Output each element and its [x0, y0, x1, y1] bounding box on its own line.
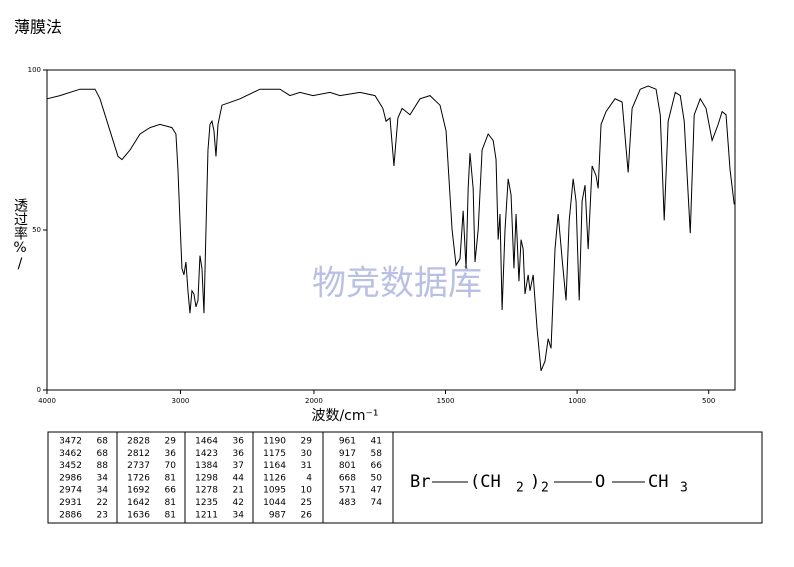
peak-transmittance: 23 [97, 510, 108, 520]
peak-wavenumber: 571 [339, 486, 356, 496]
peak-wavenumber: 1692 [127, 486, 150, 496]
x-tick-label: 1500 [437, 397, 455, 405]
peak-transmittance: 30 [301, 449, 313, 459]
x-tick-label: 500 [702, 397, 715, 405]
formula-part: CH [648, 472, 668, 492]
peak-wavenumber: 668 [339, 473, 356, 483]
peak-wavenumber: 1126 [263, 473, 286, 483]
peak-transmittance: 4 [306, 473, 312, 483]
y-axis-label: 透过率%/ [12, 198, 28, 272]
peak-wavenumber: 1298 [195, 473, 218, 483]
peak-transmittance: 34 [97, 473, 109, 483]
peak-wavenumber: 1278 [195, 486, 218, 496]
y-tick-label: 100 [28, 66, 41, 74]
y-tick-label: 50 [32, 226, 41, 234]
peak-transmittance: 34 [97, 486, 109, 496]
x-tick-label: 3000 [172, 397, 190, 405]
x-axis-label: 波数/cm⁻¹ [311, 408, 378, 424]
peak-transmittance: 10 [301, 486, 313, 496]
peak-transmittance: 74 [371, 498, 383, 508]
peak-transmittance: 36 [233, 437, 245, 447]
y-tick-label: 0 [37, 386, 41, 394]
peak-wavenumber: 483 [339, 498, 356, 508]
peak-wavenumber: 2974 [59, 486, 82, 496]
peak-transmittance: 21 [233, 486, 244, 496]
formula-part: Br [410, 472, 430, 492]
peak-transmittance: 68 [97, 449, 109, 459]
x-tick-label: 4000 [38, 397, 56, 405]
spectrum-line [46, 85, 735, 371]
peak-wavenumber: 3452 [59, 461, 82, 471]
x-tick-label: 1000 [568, 397, 586, 405]
chart-title: 薄膜法 [14, 18, 62, 37]
table-frame [47, 431, 763, 524]
peak-transmittance: 42 [233, 498, 244, 508]
peak-transmittance: 41 [371, 437, 382, 447]
peak-transmittance: 36 [233, 449, 245, 459]
peak-transmittance: 25 [301, 498, 312, 508]
peak-transmittance: 81 [165, 473, 176, 483]
formula-part: ) [530, 472, 540, 492]
peak-transmittance: 58 [371, 449, 383, 459]
peak-transmittance: 44 [233, 473, 245, 483]
peak-wavenumber: 3462 [59, 449, 82, 459]
peak-transmittance: 66 [371, 461, 383, 471]
peak-wavenumber: 1235 [195, 498, 218, 508]
watermark: 物竞数据库 [312, 264, 482, 304]
peak-transmittance: 81 [165, 510, 176, 520]
formula: Br (CH 2 ) 2 O CH 3 [410, 472, 688, 496]
peak-wavenumber: 1726 [127, 473, 150, 483]
peak-transmittance: 37 [233, 461, 244, 471]
peak-wavenumber: 2986 [59, 473, 82, 483]
peak-transmittance: 50 [371, 473, 383, 483]
peak-wavenumber: 1175 [263, 449, 286, 459]
peak-transmittance: 36 [165, 449, 177, 459]
peak-wavenumber: 1636 [127, 510, 150, 520]
peak-transmittance: 26 [301, 510, 313, 520]
peak-transmittance: 34 [233, 510, 245, 520]
peak-wavenumber: 1384 [195, 461, 218, 471]
peak-wavenumber: 1464 [195, 437, 218, 447]
peak-wavenumber: 801 [339, 461, 356, 471]
peak-wavenumber: 1423 [195, 449, 218, 459]
formula-part: (CH [470, 472, 501, 492]
peak-wavenumber: 2737 [127, 461, 150, 471]
peak-wavenumber: 1642 [127, 498, 150, 508]
peak-wavenumber: 1044 [263, 498, 286, 508]
peak-transmittance: 68 [97, 437, 109, 447]
peak-transmittance: 88 [97, 461, 109, 471]
peak-wavenumber: 1190 [263, 437, 286, 447]
peak-wavenumber: 2828 [127, 437, 150, 447]
peak-transmittance: 70 [165, 461, 177, 471]
formula-subscript: 2 [516, 481, 524, 496]
peak-wavenumber: 1164 [263, 461, 286, 471]
peak-wavenumber: 2931 [59, 498, 82, 508]
formula-part: O [595, 472, 605, 492]
peak-transmittance: 81 [165, 498, 176, 508]
peak-transmittance: 31 [301, 461, 312, 471]
peak-wavenumber: 3472 [59, 437, 82, 447]
peak-transmittance: 29 [301, 437, 313, 447]
x-tick-label: 2000 [305, 397, 323, 405]
peak-wavenumber: 2812 [127, 449, 150, 459]
peak-wavenumber: 987 [269, 510, 286, 520]
peak-wavenumber: 961 [339, 437, 356, 447]
peak-transmittance: 22 [97, 498, 108, 508]
peak-wavenumber: 1211 [195, 510, 218, 520]
peak-wavenumber: 2886 [59, 510, 82, 520]
peak-transmittance: 47 [371, 486, 382, 496]
peak-transmittance: 29 [165, 437, 177, 447]
peak-wavenumber: 1095 [263, 486, 286, 496]
formula-subscript: 3 [680, 481, 688, 496]
peak-wavenumber: 917 [339, 449, 356, 459]
peak-transmittance: 66 [165, 486, 177, 496]
formula-subscript: 2 [541, 481, 549, 496]
